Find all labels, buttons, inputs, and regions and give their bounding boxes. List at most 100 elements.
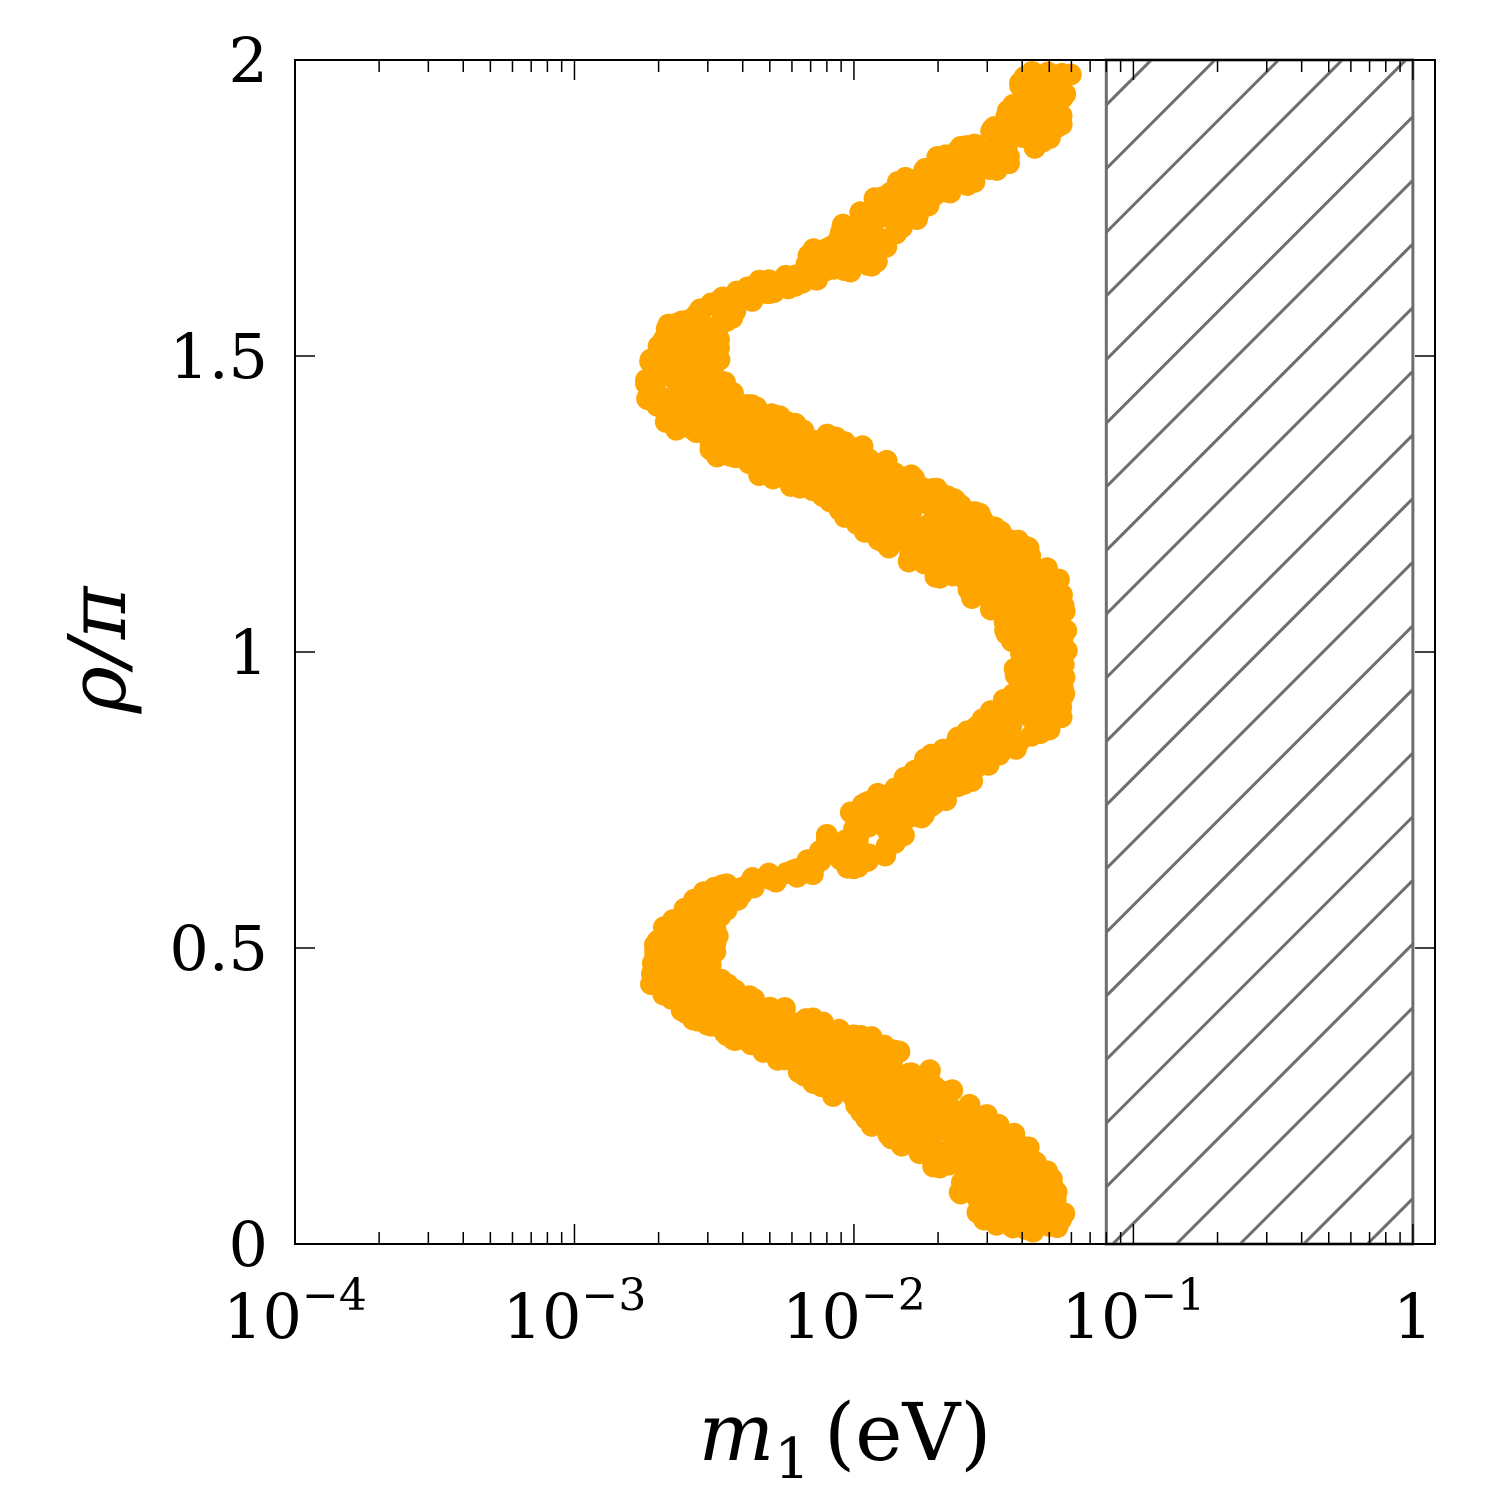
scatter-points <box>635 60 1082 1243</box>
scatter-point <box>787 433 810 456</box>
scatter-point <box>919 520 942 543</box>
scatter-point <box>823 839 846 862</box>
scatter-point <box>878 1047 901 1070</box>
excluded-region-hatch <box>1104 58 1415 1246</box>
scatter-point <box>709 905 732 928</box>
scatter-point <box>647 335 670 358</box>
scatter-point <box>688 328 711 351</box>
scatter-point <box>759 868 782 891</box>
scatter-point <box>1036 61 1059 84</box>
scatter-point <box>758 269 781 292</box>
scatter-point <box>958 1093 981 1116</box>
scatter-point <box>987 1113 1010 1136</box>
scatter-point <box>715 873 738 896</box>
x-tick-label: 10−4 <box>223 1270 367 1353</box>
scatter-point <box>873 1115 896 1138</box>
scatter-point <box>963 581 986 604</box>
y-tick-label: 2 <box>229 24 268 97</box>
scatter-point <box>652 916 675 939</box>
scatter-point <box>966 1112 989 1135</box>
scatter-point <box>784 1041 807 1064</box>
scatter-point <box>640 973 663 996</box>
x-tick-label: 10−3 <box>503 1270 647 1353</box>
scatter-point <box>883 831 906 854</box>
scatter-point <box>1017 601 1040 624</box>
y-axis-title: ρ/π <box>51 585 144 714</box>
plot-frame <box>294 59 1436 1245</box>
x-tick-label: 1 <box>1393 1280 1432 1353</box>
scatter-point <box>948 1181 971 1204</box>
y-tick-label: 0.5 <box>169 912 268 985</box>
scatter-point <box>713 399 736 422</box>
y-tick-label: 0 <box>229 1208 268 1281</box>
scatter-point <box>856 849 879 872</box>
scatter-point <box>947 550 970 573</box>
scatter-point <box>918 1059 941 1082</box>
scatter-point <box>670 999 693 1022</box>
scatter-point <box>797 455 820 478</box>
x-tick-labels: 10−4 10−3 10−2 10−1 1 <box>223 1270 1432 1353</box>
scatter-point <box>1043 609 1066 632</box>
scatter-point <box>962 1143 985 1166</box>
scatter-point <box>712 382 735 405</box>
scatter-point <box>742 876 765 899</box>
scatter-point <box>1017 1215 1040 1238</box>
scatter-point <box>807 851 830 874</box>
scatter-point <box>742 281 765 304</box>
scatter-point <box>1009 74 1032 97</box>
scatter-point <box>932 742 955 765</box>
scatter-point <box>795 253 818 276</box>
scatter-point <box>853 1043 876 1066</box>
scatter-point <box>791 271 814 294</box>
scatter-point <box>1048 702 1071 725</box>
scatter-point <box>952 737 975 760</box>
scatter-point <box>1029 1182 1052 1205</box>
x-axis-title: m1 (eV) <box>698 1386 991 1492</box>
scatter-point <box>849 1081 872 1104</box>
scatter-point <box>854 223 877 246</box>
scatter-point <box>1014 537 1037 560</box>
scatter-point <box>1036 1160 1059 1183</box>
scatter-point <box>926 145 949 168</box>
scatter-point <box>866 782 889 805</box>
scatter-point <box>727 1021 750 1044</box>
scatter-point <box>1023 136 1046 159</box>
scatter-point <box>857 254 880 277</box>
scatter-point <box>897 550 920 573</box>
scatter-point <box>1020 707 1043 730</box>
scatter-point <box>796 1015 819 1038</box>
scatter-point <box>975 1184 998 1207</box>
scatter-point <box>980 517 1003 540</box>
scatter-point <box>1011 656 1034 679</box>
scatter-point <box>961 517 984 540</box>
scatter-point <box>979 598 1002 621</box>
scatter-point <box>933 1080 956 1103</box>
scatter-point <box>1042 112 1065 135</box>
scatter-point <box>725 282 748 305</box>
scatter-point <box>941 1121 964 1144</box>
scatter-point <box>942 1151 965 1174</box>
scatter-point <box>1050 1206 1073 1229</box>
scatter-point <box>899 170 922 193</box>
scatter-point <box>991 145 1014 168</box>
scatter-point <box>919 478 942 501</box>
scatter-point <box>981 118 1004 141</box>
scatter-point <box>833 215 856 238</box>
scatter-point <box>811 254 834 277</box>
scatter-point <box>755 433 778 456</box>
scatter-point <box>963 133 986 156</box>
scatter-point <box>659 408 682 431</box>
scatter-point <box>1001 1183 1024 1206</box>
x-tick-label: 10−1 <box>1062 1270 1206 1353</box>
scatter-point <box>971 708 994 731</box>
scatter-point <box>854 445 877 468</box>
scatter-point <box>773 997 796 1020</box>
scatter-point <box>977 741 1000 764</box>
scatter-point <box>997 732 1020 755</box>
y-tick-labels: 0 0.5 1 1.5 2 <box>169 24 268 1281</box>
scatter-point <box>957 769 980 792</box>
scatter-point <box>898 805 921 828</box>
scatter-point <box>996 99 1019 122</box>
scatter-point <box>665 312 688 335</box>
